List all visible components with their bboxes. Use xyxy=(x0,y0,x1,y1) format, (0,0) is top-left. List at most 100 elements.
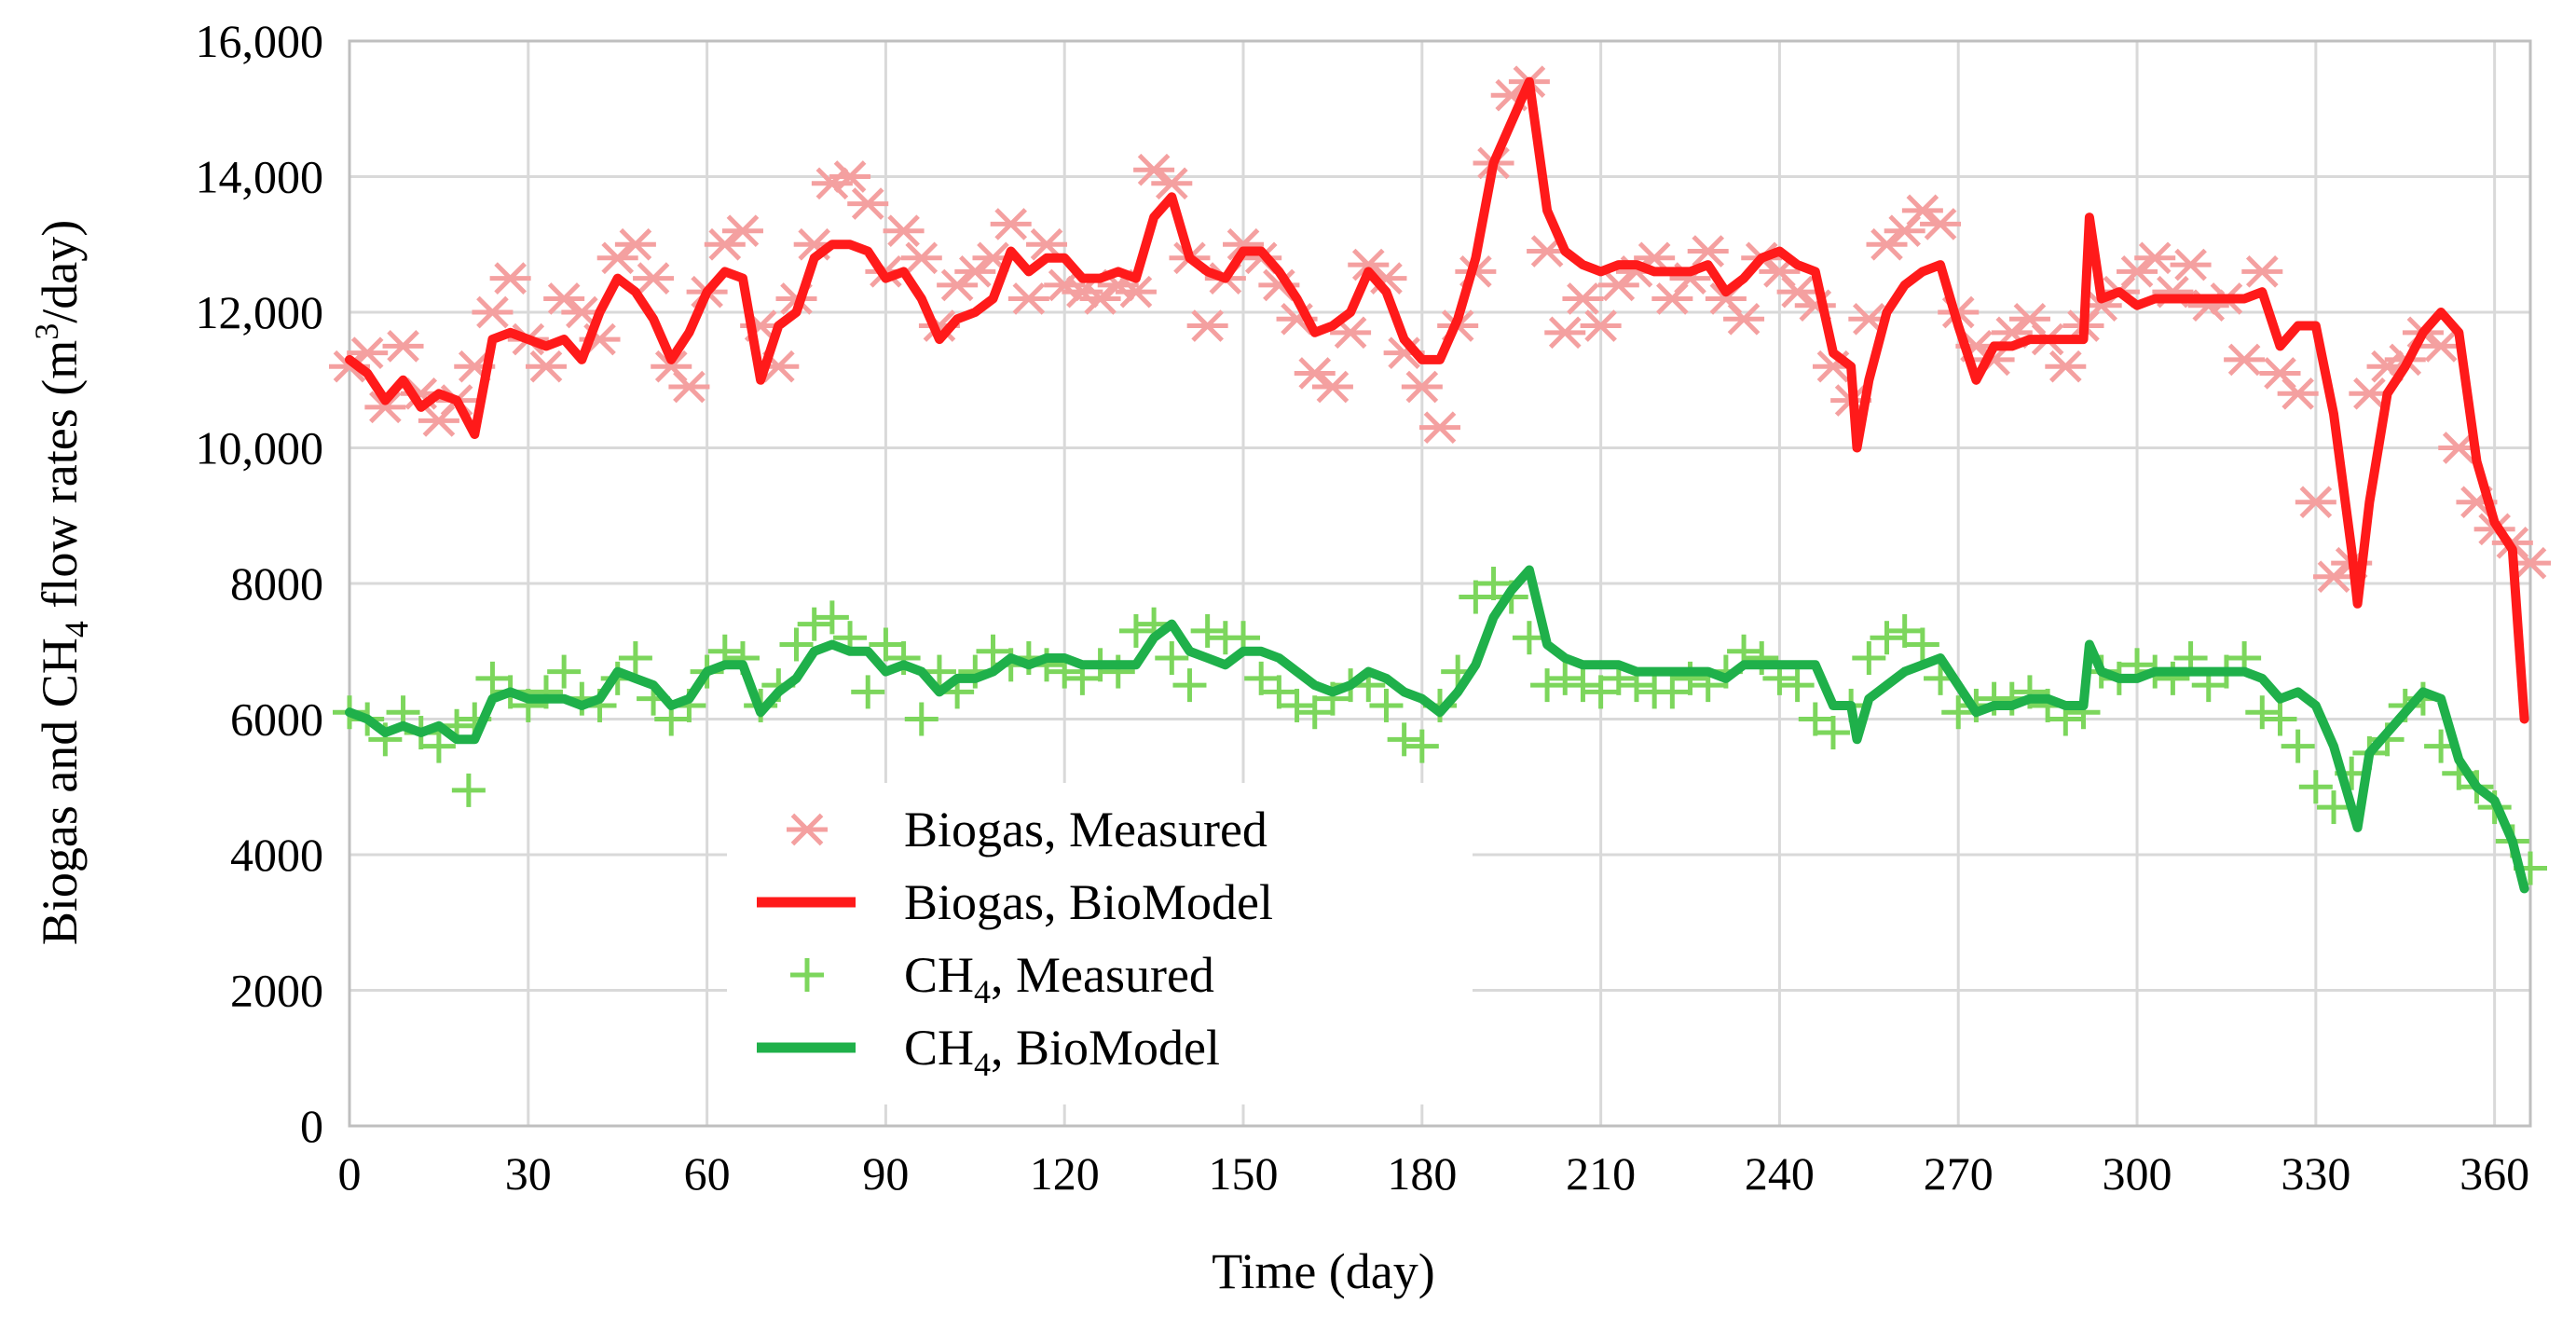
x-tick-label: 150 xyxy=(1209,1147,1279,1200)
marker-stroke xyxy=(566,295,598,329)
data-point-asterisk xyxy=(525,350,567,383)
data-point-asterisk xyxy=(1920,208,1962,240)
plus-marker-icon xyxy=(790,958,824,992)
marker-stroke xyxy=(2245,255,2279,288)
data-point-asterisk xyxy=(937,268,979,302)
marker-stroke xyxy=(2442,432,2475,464)
marker-stroke xyxy=(2281,377,2314,410)
x-tick-label: 60 xyxy=(684,1147,731,1200)
x-tick-label: 90 xyxy=(862,1147,909,1200)
marker-stroke xyxy=(369,391,402,424)
data-point-plus xyxy=(1369,688,1404,722)
x-tick-label: 210 xyxy=(1566,1147,1636,1200)
data-point-asterisk xyxy=(2259,357,2301,390)
series-layer xyxy=(329,65,2551,894)
data-point-asterisk xyxy=(1687,235,1729,268)
marker-stroke xyxy=(2317,560,2350,594)
y-tick-label: 16,000 xyxy=(196,15,324,67)
y-axis-label-sup: 3 xyxy=(28,323,65,340)
data-point-plus xyxy=(1155,641,1189,676)
data-point-plus xyxy=(1852,641,1886,676)
data-point-asterisk xyxy=(382,330,424,363)
data-point-asterisk xyxy=(2420,330,2462,363)
marker-stroke xyxy=(887,214,920,248)
legend-item-biogas-model: Biogas, BioModel xyxy=(757,874,1273,930)
marker-stroke xyxy=(1030,227,1063,261)
data-point-asterisk xyxy=(1133,153,1175,186)
data-point-asterisk xyxy=(2241,255,2283,288)
marker-stroke xyxy=(654,350,688,383)
marker-stroke xyxy=(815,167,849,200)
data-point-plus xyxy=(1387,722,1421,757)
data-point-plus xyxy=(2263,702,2297,736)
x-tick-label: 330 xyxy=(2281,1147,2350,1200)
data-point-plus xyxy=(1798,702,1832,736)
y-tick-labels: 0 2000 4000 6000 8000 10,000 12,000 14,000 16,00… xyxy=(196,15,324,1152)
marker-stroke xyxy=(1692,235,1725,268)
marker-stroke xyxy=(1924,208,1957,240)
data-point-plus xyxy=(1512,621,1546,655)
data-point-asterisk xyxy=(1311,370,1353,404)
data-point-plus xyxy=(1280,688,1314,722)
data-point-asterisk xyxy=(1419,411,1460,444)
y-axis-label-sub: 4 xyxy=(58,621,95,638)
data-point-asterisk xyxy=(614,227,656,261)
data-point-plus xyxy=(815,600,849,635)
y-tick-label: 8000 xyxy=(230,557,323,610)
data-point-asterisk xyxy=(364,391,406,424)
data-point-asterisk xyxy=(1294,357,1336,390)
legend-label-ch4-measured: CH4, Measured xyxy=(904,947,1214,1010)
marker-stroke xyxy=(529,350,563,383)
marker-stroke xyxy=(1781,275,1814,309)
x-axis-label: Time (day) xyxy=(1212,1243,1435,1299)
marker-stroke xyxy=(2174,248,2207,281)
data-point-asterisk xyxy=(1866,227,1908,261)
series-line xyxy=(345,76,2529,724)
data-point-plus xyxy=(1404,729,1439,763)
marker-stroke xyxy=(708,227,742,261)
marker-stroke xyxy=(673,370,706,404)
legend-item-ch4-measured: CH4, Measured xyxy=(790,947,1214,1010)
data-point-plus xyxy=(1459,580,1493,614)
data-point-asterisk xyxy=(721,214,763,248)
marker-stroke xyxy=(958,255,992,288)
marker-stroke xyxy=(387,330,419,363)
marker-stroke xyxy=(1370,262,1403,295)
marker-stroke xyxy=(1870,227,1903,261)
y-tick-label: 6000 xyxy=(230,693,323,746)
data-point-asterisk xyxy=(1597,268,1639,302)
marker-stroke xyxy=(637,262,670,295)
data-point-asterisk xyxy=(954,255,996,288)
legend-symbol-asterisk xyxy=(787,813,828,846)
data-point-plus xyxy=(1905,627,1939,662)
data-point-plus xyxy=(618,641,652,676)
marker-stroke xyxy=(1567,282,1599,315)
marker-stroke xyxy=(2120,255,2154,288)
data-point-asterisk xyxy=(2117,255,2158,288)
marker-stroke xyxy=(2013,302,2047,336)
legend-label-biogas-measured: Biogas, Measured xyxy=(904,802,1267,857)
marker-stroke xyxy=(404,377,438,410)
marker-stroke xyxy=(1119,275,1153,309)
marker-stroke xyxy=(494,262,527,295)
data-point-plus xyxy=(2298,770,2333,804)
x-tick-label: 270 xyxy=(1924,1147,1994,1200)
data-point-asterisk xyxy=(1079,282,1121,315)
data-point-asterisk xyxy=(1007,282,1049,315)
marker-stroke xyxy=(994,208,1027,240)
y-tick-label: 12,000 xyxy=(196,286,324,338)
marker-stroke xyxy=(2424,330,2458,363)
data-point-plus xyxy=(1118,613,1153,648)
marker-stroke xyxy=(923,309,956,342)
marker-stroke xyxy=(1388,336,1420,369)
data-point-asterisk xyxy=(1151,167,1193,200)
marker-stroke xyxy=(2227,343,2261,377)
data-point-plus xyxy=(451,773,486,807)
data-point-asterisk xyxy=(2313,560,2355,594)
marker-stroke xyxy=(940,268,974,302)
legend-label-ch4-model: CH4, BioModel xyxy=(904,1020,1220,1083)
data-point-plus xyxy=(1297,695,1332,730)
y-axis-label: Biogas and CH4 flow rates (m3/day) xyxy=(28,220,95,945)
data-point-plus xyxy=(1262,675,1296,709)
x-tick-label: 120 xyxy=(1030,1147,1100,1200)
